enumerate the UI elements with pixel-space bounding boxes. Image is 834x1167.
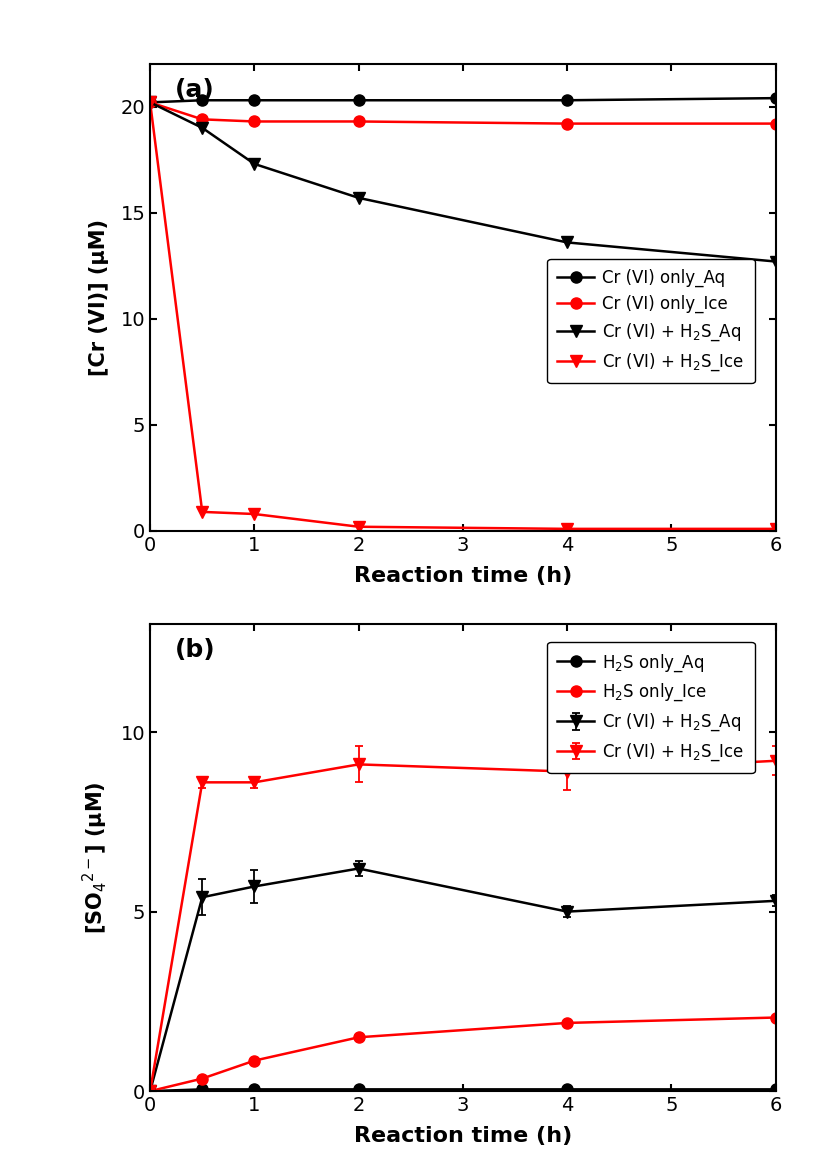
- Line: H$_2$S only_Ice: H$_2$S only_Ice: [144, 1012, 781, 1097]
- Cr (VI) + H$_2$S_Ice: [197, 505, 207, 519]
- Legend: Cr (VI) only_Aq, Cr (VI) only_Ice, Cr (VI) + H$_2$S_Aq, Cr (VI) + H$_2$S_Ice: Cr (VI) only_Aq, Cr (VI) only_Ice, Cr (V…: [547, 259, 755, 383]
- Cr (VI) + H$_2$S_Ice: [249, 506, 259, 520]
- Cr (VI) + H$_2$S_Ice: [771, 522, 781, 536]
- H$_2$S only_Ice: [197, 1071, 207, 1085]
- Cr (VI) only_Ice: [197, 112, 207, 126]
- H$_2$S only_Ice: [249, 1054, 259, 1068]
- Line: H$_2$S only_Aq: H$_2$S only_Aq: [144, 1084, 781, 1097]
- Cr (VI) + H$_2$S_Ice: [145, 96, 155, 110]
- H$_2$S only_Aq: [145, 1084, 155, 1098]
- Cr (VI) only_Aq: [249, 93, 259, 107]
- Cr (VI) + H$_2$S_Aq: [562, 236, 572, 250]
- Cr (VI) only_Aq: [562, 93, 572, 107]
- H$_2$S only_Ice: [771, 1011, 781, 1025]
- Cr (VI) only_Ice: [562, 117, 572, 131]
- Y-axis label: [SO$_4$$^{2-}$] (μM): [SO$_4$$^{2-}$] (μM): [80, 782, 109, 934]
- Cr (VI) only_Aq: [771, 91, 781, 105]
- H$_2$S only_Ice: [354, 1030, 364, 1044]
- H$_2$S only_Aq: [249, 1082, 259, 1096]
- Cr (VI) + H$_2$S_Aq: [197, 121, 207, 135]
- Cr (VI) only_Aq: [145, 96, 155, 110]
- Line: Cr (VI) only_Ice: Cr (VI) only_Ice: [144, 97, 781, 130]
- Cr (VI) + H$_2$S_Aq: [249, 156, 259, 170]
- H$_2$S only_Aq: [354, 1082, 364, 1096]
- Cr (VI) + H$_2$S_Aq: [354, 191, 364, 205]
- Text: (a): (a): [175, 78, 215, 103]
- Cr (VI) + H$_2$S_Aq: [771, 254, 781, 268]
- Text: (b): (b): [175, 638, 216, 663]
- Line: Cr (VI) + H$_2$S_Ice: Cr (VI) + H$_2$S_Ice: [144, 96, 781, 536]
- Cr (VI) only_Ice: [145, 96, 155, 110]
- H$_2$S only_Aq: [771, 1082, 781, 1096]
- Legend: H$_2$S only_Aq, H$_2$S only_Ice, Cr (VI) + H$_2$S_Aq, Cr (VI) + H$_2$S_Ice: H$_2$S only_Aq, H$_2$S only_Ice, Cr (VI)…: [547, 642, 755, 774]
- H$_2$S only_Ice: [562, 1016, 572, 1030]
- Line: Cr (VI) + H$_2$S_Aq: Cr (VI) + H$_2$S_Aq: [144, 96, 781, 267]
- Line: Cr (VI) only_Aq: Cr (VI) only_Aq: [144, 92, 781, 107]
- Cr (VI) only_Ice: [354, 114, 364, 128]
- H$_2$S only_Ice: [145, 1084, 155, 1098]
- Cr (VI) + H$_2$S_Aq: [145, 96, 155, 110]
- Cr (VI) + H$_2$S_Ice: [354, 519, 364, 533]
- Cr (VI) only_Ice: [771, 117, 781, 131]
- Y-axis label: [Cr (VI)] (μM): [Cr (VI)] (μM): [89, 219, 109, 376]
- Cr (VI) only_Aq: [354, 93, 364, 107]
- H$_2$S only_Aq: [562, 1082, 572, 1096]
- Cr (VI) only_Ice: [249, 114, 259, 128]
- X-axis label: Reaction time (h): Reaction time (h): [354, 1126, 572, 1146]
- Cr (VI) + H$_2$S_Ice: [562, 522, 572, 536]
- Cr (VI) only_Aq: [197, 93, 207, 107]
- X-axis label: Reaction time (h): Reaction time (h): [354, 566, 572, 586]
- H$_2$S only_Aq: [197, 1082, 207, 1096]
